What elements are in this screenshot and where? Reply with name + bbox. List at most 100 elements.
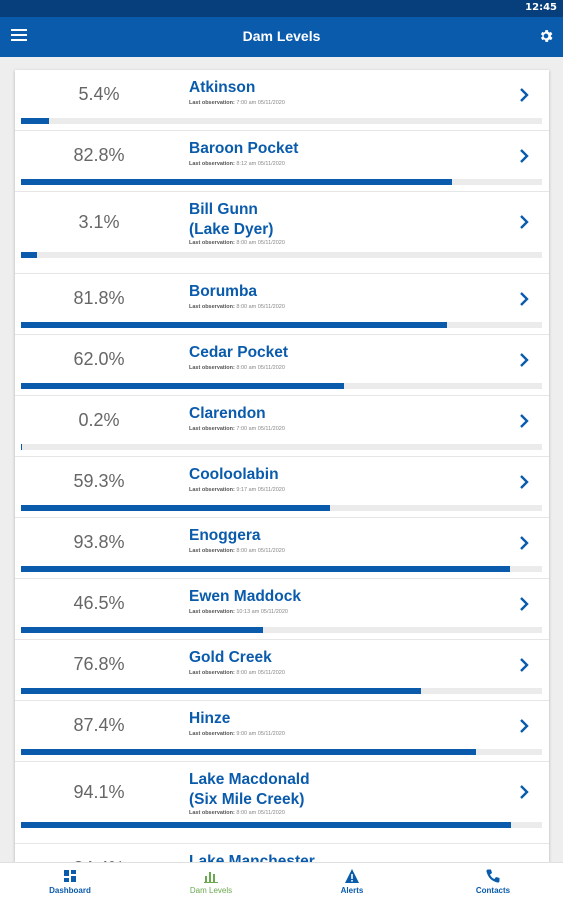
last-observation: Last observation: 7:00 am 05/11/2020 (189, 100, 285, 106)
level-bar-track (21, 179, 542, 185)
nav-item-label: Contacts (475, 886, 511, 895)
dam-row[interactable]: 46.5% Ewen Maddock Last observation: 10:13… (15, 579, 549, 640)
chevron-right-icon[interactable] (519, 215, 529, 229)
last-observation-label: Last observation: (189, 670, 235, 676)
dam-percentage: 82.8% (73, 145, 125, 165)
level-bar-track (21, 383, 542, 389)
chevron-right-icon[interactable] (519, 149, 529, 163)
last-observation: Last observation: 8:00 am 05/11/2020 (189, 548, 285, 554)
dam-row[interactable]: 76.8% Gold Creek Last observation: 8:00 am… (15, 640, 549, 701)
chevron-right-icon[interactable] (519, 597, 529, 611)
level-bar-fill (21, 822, 512, 828)
nav-item-label: Dashboard (49, 886, 91, 895)
last-observation-label: Last observation: (189, 810, 235, 816)
dam-row[interactable]: 0.2% Clarendon Last observation: 7:00 am 0… (15, 396, 549, 457)
last-observation: Last observation: 8:00 am 05/11/2020 (189, 304, 285, 310)
level-bar-track (21, 444, 542, 450)
last-observation: Last observation: 8:12 am 05/11/2020 (189, 161, 285, 167)
last-observation: Last observation: 8:00 am 05/11/2020 (189, 365, 285, 371)
dam-percentage: 59.3% (73, 471, 125, 491)
dam-name: Cedar Pocket (189, 344, 289, 361)
chevron-right-icon[interactable] (519, 719, 529, 733)
dam-percentage: 93.8% (73, 532, 125, 552)
gear-icon[interactable] (538, 28, 554, 44)
last-observation-time: 9:00 am 05/11/2020 (236, 731, 285, 737)
dam-name: Lake Macdonald (Six Mile Creek) (189, 771, 310, 808)
phone-icon (485, 868, 501, 884)
dam-row[interactable]: 5.4% Atkinson Last observation: 7:00 am 05… (15, 70, 549, 131)
last-observation: Last observation: 8:00 am 05/11/2020 (189, 810, 285, 816)
dam-percentage: 5.4% (78, 84, 120, 104)
last-observation: Last observation: 7:00 am 05/11/2020 (189, 426, 285, 432)
dam-row[interactable]: 59.3% Cooloolabin Last observation: 9:17 a… (15, 457, 549, 518)
level-bar-fill (21, 179, 453, 185)
level-bar-fill (21, 505, 330, 511)
last-observation: Last observation: 8:00 am 05/11/2020 (189, 240, 285, 246)
dam-row[interactable]: 3.1% Bill Gunn (Lake Dyer) Last observatio… (15, 192, 549, 274)
chevron-right-icon[interactable] (519, 292, 529, 306)
dam-percentage: 84.4% (15, 858, 183, 862)
nav-item-dashboard[interactable]: Dashboard (0, 863, 140, 900)
last-observation-time: 10:13 am 05/11/2020 (236, 609, 288, 615)
last-observation: Last observation: 9:00 am 05/11/2020 (189, 731, 285, 737)
level-bar-fill (21, 383, 345, 389)
level-bar-track (21, 322, 542, 328)
last-observation: Last observation: 8:00 am 05/11/2020 (189, 670, 285, 676)
last-observation: Last observation: 10:13 am 05/11/2020 (189, 609, 288, 615)
level-bar-track (21, 505, 542, 511)
level-bar-fill (21, 322, 448, 328)
chevron-right-icon[interactable] (519, 785, 529, 799)
last-observation-time: 7:00 am 05/11/2020 (236, 100, 285, 106)
dam-percentage: 62.0% (73, 349, 125, 369)
chevron-right-icon[interactable] (519, 353, 529, 367)
last-observation-label: Last observation: (189, 304, 235, 310)
dam-row[interactable]: 93.8% Enoggera Last observation: 8:00 am 0… (15, 518, 549, 579)
bottom-navigation: Dashboard Dam Levels Alerts Contacts (0, 862, 563, 900)
dam-percentage: 0.2% (78, 410, 120, 430)
last-observation-label: Last observation: (189, 100, 235, 106)
dam-name: Bill Gunn (Lake Dyer) (189, 201, 274, 238)
level-bar-track (21, 252, 542, 258)
dashboard-grid-icon (62, 868, 78, 884)
level-bar-fill (21, 444, 23, 450)
dam-row[interactable]: 62.0% Cedar Pocket Last observation: 8:00 … (15, 335, 549, 396)
dam-name: Hinze (189, 710, 231, 727)
last-observation-label: Last observation: (189, 240, 235, 246)
last-observation-label: Last observation: (189, 161, 235, 167)
dam-name: Lake Manchester (189, 853, 315, 862)
level-bar-track (21, 118, 542, 124)
last-observation-time: 8:00 am 05/11/2020 (236, 670, 285, 676)
dam-name: Clarendon (189, 405, 266, 422)
chevron-right-icon[interactable] (519, 88, 529, 102)
hamburger-menu-icon[interactable] (11, 29, 27, 43)
nav-item-contacts[interactable]: Contacts (423, 863, 563, 900)
dam-row[interactable]: 84.4%Lake ManchesterLast observation: 8:… (15, 844, 549, 862)
dam-list: 5.4% Atkinson Last observation: 7:00 am 05… (15, 70, 549, 862)
dam-percentage: 87.4% (73, 715, 125, 735)
dam-row[interactable]: 82.8% Baroon Pocket Last observation: 8:12… (15, 131, 549, 192)
chevron-right-icon[interactable] (519, 414, 529, 428)
level-bar-track (21, 688, 542, 694)
last-observation-time: 8:00 am 05/11/2020 (236, 548, 285, 554)
level-bar-track (21, 822, 542, 828)
dam-row[interactable]: 81.8% Borumba Last observation: 8:00 am 05… (15, 274, 549, 335)
nav-item-dam-levels[interactable]: Dam Levels (141, 863, 281, 900)
dam-row[interactable]: 94.1% Lake Macdonald (Six Mile Creek) Last… (15, 762, 549, 844)
dam-name: Baroon Pocket (189, 140, 299, 157)
level-bar-fill (21, 749, 477, 755)
chevron-right-icon[interactable] (519, 475, 529, 489)
page-title: Dam Levels (242, 28, 321, 44)
dam-percentage: 76.8% (73, 654, 125, 674)
chevron-right-icon[interactable] (519, 536, 529, 550)
last-observation: Last observation: 9:17 am 05/11/2020 (189, 487, 285, 493)
last-observation-time: 8:00 am 05/11/2020 (236, 810, 285, 816)
last-observation-label: Last observation: (189, 548, 235, 554)
nav-item-alerts[interactable]: Alerts (282, 863, 422, 900)
last-observation-label: Last observation: (189, 487, 235, 493)
dam-name: Atkinson (189, 79, 256, 96)
level-bar-track (21, 749, 542, 755)
dam-row[interactable]: 87.4% Hinze Last observation: 9:00 am 05/1… (15, 701, 549, 762)
status-time: 12:45 (525, 2, 557, 13)
chevron-right-icon[interactable] (519, 658, 529, 672)
nav-item-label: Alerts (340, 886, 364, 895)
